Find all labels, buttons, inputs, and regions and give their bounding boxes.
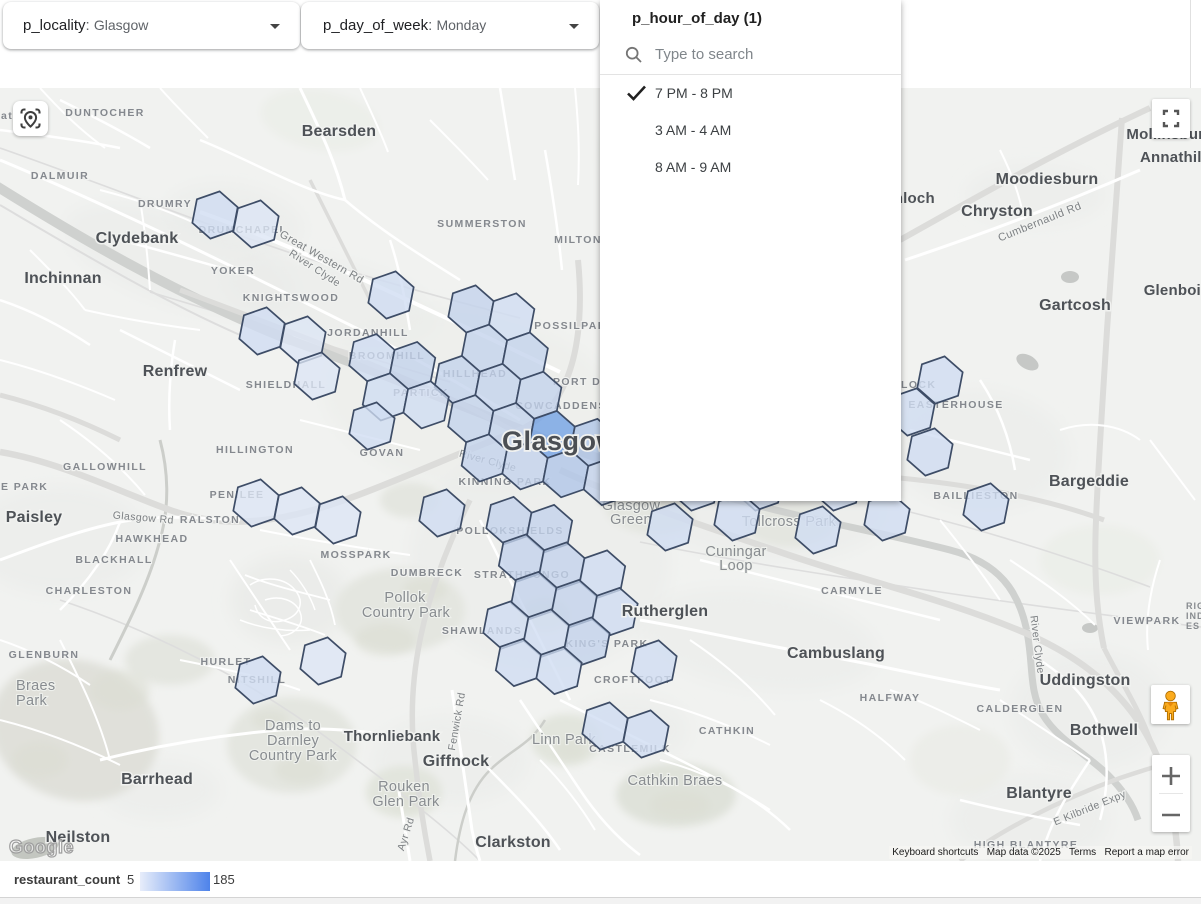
svg-text:POSSILPARK: POSSILPARK [534,320,615,332]
svg-text:Renfrew: Renfrew [143,363,208,380]
svg-text:YOKER: YOKER [211,265,255,277]
svg-text:ati: ati [1,110,17,122]
svg-text:Annathill: Annathill [1140,149,1201,166]
svg-text:Rutherglen: Rutherglen [622,603,708,620]
svg-text:SUMMERSTON: SUMMERSTON [437,218,527,230]
svg-text:Giffnock: Giffnock [423,753,490,770]
svg-text:Glasgow: Glasgow [602,498,661,514]
svg-text:Bearsden: Bearsden [302,123,377,140]
svg-text:DUMBRECK: DUMBRECK [391,567,463,579]
svg-text:Clarkston: Clarkston [475,834,551,851]
svg-text:Bothwell: Bothwell [1070,722,1138,739]
svg-text:CARMYLE: CARMYLE [821,585,883,597]
svg-text:BLACKHALL: BLACKHALL [75,554,152,566]
svg-text:Glen Park: Glen Park [372,794,440,810]
svg-text:CATHKIN: CATHKIN [699,725,755,737]
svg-text:MILTON: MILTON [554,234,602,246]
svg-text:ES: ES [1186,621,1200,631]
svg-text:GLENBURN: GLENBURN [9,649,80,661]
svg-text:HURLET: HURLET [201,656,252,668]
svg-text:VIEWPARK: VIEWPARK [1113,615,1180,627]
svg-text:Park: Park [16,693,47,709]
svg-text:KNIGHTSWOOD: KNIGHTSWOOD [243,292,339,304]
svg-text:MOSSPARK: MOSSPARK [320,549,391,561]
svg-text:Clydebank: Clydebank [96,230,179,247]
svg-text:Cambuslang: Cambuslang [787,645,885,662]
svg-text:Rouken: Rouken [378,779,430,795]
svg-text:Gartcosh: Gartcosh [1039,297,1111,314]
svg-text:Inchinnan: Inchinnan [24,270,101,287]
svg-text:RIG: RIG [1186,601,1201,611]
svg-text:Darnley: Darnley [267,733,320,749]
svg-text:Glasgow: Glasgow [502,426,619,456]
svg-text:Linn Park: Linn Park [532,732,596,748]
svg-text:Braes: Braes [16,678,55,694]
svg-text:Green: Green [610,512,652,528]
svg-text:Dams to: Dams to [265,718,321,734]
svg-text:E PARK: E PARK [1,481,48,493]
svg-text:RALSTON: RALSTON [180,514,240,526]
svg-text:Cathkin Braes: Cathkin Braes [628,773,723,789]
svg-text:Blantyre: Blantyre [1006,785,1072,802]
svg-text:HILLINGTON: HILLINGTON [216,444,294,456]
svg-text:Paisley: Paisley [6,509,63,526]
svg-text:Cuningar: Cuningar [705,544,766,560]
svg-text:Thornliebank: Thornliebank [344,728,441,745]
svg-text:Moodiesburn: Moodiesburn [996,171,1099,188]
svg-text:Bargeddie: Bargeddie [1049,473,1129,490]
svg-text:Neilston: Neilston [46,829,111,846]
svg-text:DUNTOCHER: DUNTOCHER [65,107,145,119]
svg-text:CHARLESTON: CHARLESTON [46,585,133,597]
svg-text:HALFWAY: HALFWAY [860,692,921,704]
svg-text:Uddingston: Uddingston [1040,672,1131,689]
svg-text:Pollok: Pollok [384,590,426,606]
svg-text:Country Park: Country Park [362,605,451,621]
svg-text:GALLOWHILL: GALLOWHILL [63,461,147,473]
svg-text:Chryston: Chryston [961,203,1033,220]
svg-text:Glenboig: Glenboig [1144,282,1201,299]
svg-text:INDU: INDU [1186,611,1201,621]
svg-text:JORDANHILL: JORDANHILL [327,327,409,339]
svg-text:CALDERGLEN: CALDERGLEN [977,703,1064,715]
svg-text:DRUMRY: DRUMRY [138,198,192,210]
svg-text:DALMUIR: DALMUIR [31,170,89,182]
svg-text:Country Park: Country Park [249,748,338,764]
svg-text:Loop: Loop [719,558,752,574]
svg-text:Barrhead: Barrhead [121,771,193,788]
svg-text:HAWKHEAD: HAWKHEAD [115,533,188,545]
